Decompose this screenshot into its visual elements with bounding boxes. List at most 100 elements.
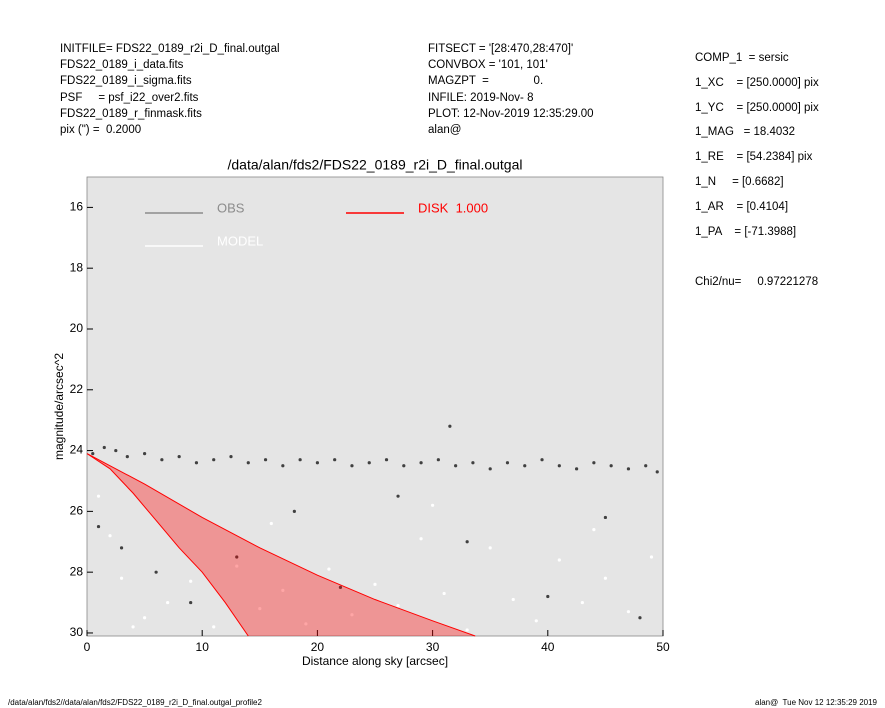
point [143, 616, 147, 620]
point [546, 594, 550, 599]
header-line: alan@ [428, 123, 462, 136]
x-tick-label: 40 [541, 640, 555, 654]
header-line: FITSECT = '[28:470,28:470]' [428, 43, 574, 55]
point [258, 607, 262, 611]
header-line: PLOT: 12-Nov-2019 12:35:29.00 [428, 107, 594, 120]
x-tick-label: 0 [84, 640, 91, 654]
header-line: INFILE: 2019-Nov- 8 [428, 91, 534, 104]
disk-region [87, 453, 476, 636]
y-tick-label: 18 [70, 260, 84, 274]
footer-right: alan@ Tue Nov 12 12:35:29 2019 [755, 698, 877, 707]
point [511, 597, 515, 602]
point [263, 458, 268, 462]
point [177, 455, 181, 459]
legend-label: DISK 1.000 [418, 200, 488, 215]
point [575, 467, 579, 471]
x-axis-label: Distance along sky [arcsec] [302, 654, 448, 668]
point [338, 585, 343, 589]
header-line: 1_N = [0.6682] [695, 175, 784, 188]
point [448, 424, 452, 428]
point [644, 464, 648, 468]
point [333, 458, 337, 462]
point [125, 455, 129, 459]
point [269, 521, 273, 526]
y-tick-label: 24 [70, 443, 84, 457]
point [603, 515, 608, 520]
point [235, 564, 239, 568]
y-tick-label: 26 [70, 504, 84, 518]
point [91, 452, 95, 456]
point [327, 567, 331, 571]
header-right: COMP_1 = sersic 1_XC = [250.0000] pix 1_YC… [695, 46, 819, 244]
point [304, 622, 308, 626]
point [465, 540, 469, 544]
point [119, 576, 124, 580]
y-tick-label: 16 [70, 200, 84, 214]
point [626, 467, 631, 471]
plot-area [86, 176, 664, 637]
point [119, 546, 124, 550]
point [603, 576, 608, 580]
header-line: INITFILE= FDS22_0189_r2i_D_final.outgal [60, 43, 280, 55]
point [281, 588, 285, 593]
point [592, 528, 596, 532]
footer-left: /data/alan/fds2//data/alan/fds2/FDS22_01… [8, 698, 262, 707]
point [649, 555, 654, 559]
point [609, 464, 613, 468]
point [396, 494, 400, 498]
point [384, 458, 389, 462]
chart: /data/alan/fds2/FDS22_0189_r2i_D_final.o… [52, 157, 670, 668]
point [580, 600, 584, 605]
point [160, 458, 164, 462]
header-middle: FITSECT = '[28:470,28:470]' CONVBOX = '10… [428, 41, 594, 138]
point [143, 452, 147, 456]
point [505, 461, 510, 465]
header-line: 1_YC = [250.0000] pix [695, 101, 819, 114]
point [488, 546, 492, 550]
header-line: FDS22_0189_i_sigma.fits [60, 75, 192, 88]
y-tick-label: 22 [70, 382, 84, 396]
point [166, 600, 170, 605]
point [194, 461, 199, 465]
point [454, 464, 458, 468]
point [212, 458, 216, 462]
x-tick-label: 50 [656, 640, 670, 654]
point [212, 625, 216, 629]
point [638, 616, 642, 620]
point [246, 461, 250, 465]
point [350, 464, 354, 468]
y-tick-label: 30 [70, 625, 84, 639]
point [419, 537, 423, 541]
point [367, 461, 371, 465]
point [292, 509, 296, 513]
x-tick-label: 30 [426, 640, 440, 654]
point [108, 534, 112, 538]
point [471, 461, 475, 465]
legend-label: MODEL [217, 233, 263, 248]
point [655, 470, 659, 474]
header-line: 1_XC = [250.0000] pix [695, 76, 819, 89]
point [465, 628, 469, 632]
header-line: 1_RE = [54.2384] pix [695, 151, 813, 164]
header-left: INITFILE= FDS22_0189_r2i_D_final.outgal F… [60, 41, 280, 138]
header-line: CONVBOX = '101, 101' [428, 59, 548, 72]
chart-title: /data/alan/fds2/FDS22_0189_r2i_D_final.o… [228, 157, 523, 173]
point [315, 461, 319, 465]
point [402, 464, 406, 468]
point [189, 600, 193, 605]
point [557, 558, 561, 562]
point [396, 604, 400, 608]
point [431, 503, 435, 507]
point [540, 458, 544, 462]
x-tick-label: 10 [196, 640, 210, 654]
point [436, 458, 440, 462]
point [298, 458, 302, 462]
header-line: COMP_1 = sersic [695, 52, 789, 64]
point [114, 448, 118, 453]
point [281, 464, 285, 468]
point [373, 582, 377, 586]
header-line: 1_AR = [0.4104] [695, 200, 789, 213]
point [235, 555, 239, 559]
x-tick-label: 20 [311, 640, 325, 654]
